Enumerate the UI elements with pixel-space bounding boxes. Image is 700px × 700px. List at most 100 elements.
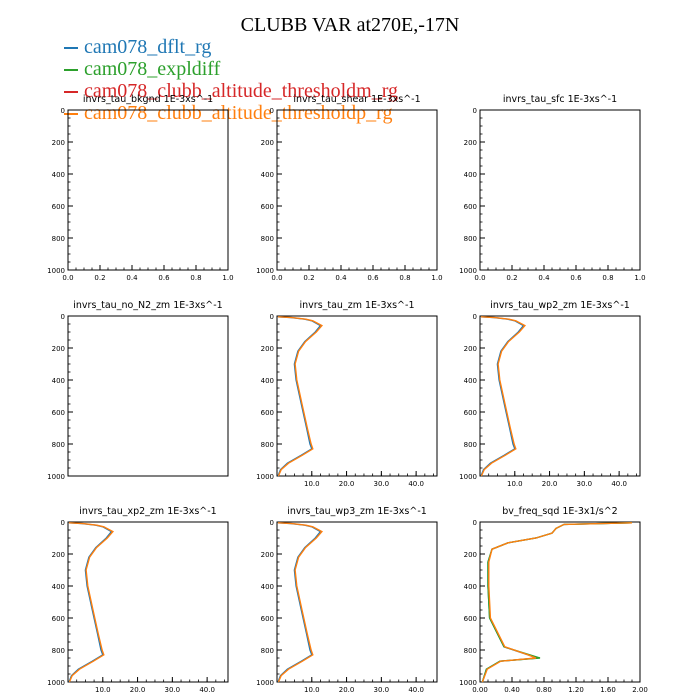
y-tick-label: 0 — [473, 107, 477, 115]
x-tick-label: 40.0 — [408, 480, 424, 488]
x-tick-label: 0.40 — [504, 686, 520, 694]
subplot-3: invrs_tau_sfc 1E-3xs^-1 0 200 400 600 800 1000… — [459, 94, 645, 282]
series-line — [68, 522, 115, 683]
y-tick-label: 600 — [261, 615, 274, 623]
legend-swatch — [64, 69, 78, 72]
legend-label: cam078_expldiff — [84, 58, 221, 80]
y-tick-label: 1000 — [459, 473, 477, 481]
subplot-title: invrs_tau_wp2_zm 1E-3xs^-1 — [490, 300, 630, 311]
y-tick-label: 0 — [473, 519, 477, 527]
y-tick-label: 1000 — [256, 679, 274, 687]
subplot-title: invrs_tau_shear 1E-3xs^-1 — [293, 94, 420, 105]
legend-entry: cam078_clubb_altitude_thresholdp_rg — [64, 102, 484, 124]
x-tick-label: 1.20 — [568, 686, 584, 694]
y-tick-label: 600 — [52, 409, 65, 417]
legend-label: cam078_clubb_altitude_thresholdm_rg — [84, 80, 399, 102]
x-tick-label: 0.6 — [367, 274, 379, 282]
x-tick-label: 0.00 — [472, 686, 488, 694]
subplot-title: invrs_tau_xp2_zm 1E-3xs^-1 — [79, 506, 216, 517]
subplot-title: invrs_tau_wp3_zm 1E-3xs^-1 — [287, 506, 427, 517]
series-line — [480, 316, 527, 477]
plot-frame — [67, 521, 229, 683]
plot-frame — [276, 109, 438, 271]
series-line — [481, 522, 633, 683]
legend-swatch — [64, 113, 78, 116]
y-tick-label: 1000 — [47, 473, 65, 481]
subplot-1: invrs_tau_bkgnd 1E-3xs^-1 0 200 400 600 800 10… — [47, 94, 233, 282]
y-tick-label: 200 — [261, 345, 274, 353]
x-tick-label: 30.0 — [374, 480, 390, 488]
y-tick-label: 800 — [464, 647, 477, 655]
subplot-title: invrs_tau_bkgnd 1E-3xs^-1 — [83, 94, 213, 105]
x-tick-label: 20.0 — [339, 686, 355, 694]
y-tick-label: 0 — [61, 107, 65, 115]
plot-frame — [67, 315, 229, 477]
y-tick-label: 0 — [473, 313, 477, 321]
subplot-7: invrs_tau_xp2_zm 1E-3xs^-1 0 200 400 600 800 1… — [47, 506, 229, 694]
y-tick-label: 200 — [464, 551, 477, 559]
y-tick-label: 600 — [52, 203, 65, 211]
figure-title: CLUBB VAR at270E,-17N — [240, 14, 460, 36]
y-tick-label: 800 — [261, 647, 274, 655]
y-tick-label: 600 — [52, 615, 65, 623]
x-tick-label: 0.80 — [536, 686, 552, 694]
y-tick-label: 0 — [270, 519, 274, 527]
series-line — [68, 522, 113, 683]
y-tick-label: 1000 — [459, 267, 477, 275]
plot-frame — [276, 315, 438, 477]
y-tick-label: 400 — [464, 583, 477, 591]
legend-label: cam078_clubb_altitude_thresholdp_rg — [84, 102, 393, 124]
y-tick-label: 0 — [61, 313, 65, 321]
y-tick-label: 800 — [52, 647, 65, 655]
subplot-title: invrs_tau_sfc 1E-3xs^-1 — [503, 94, 617, 105]
y-tick-label: 0 — [61, 519, 65, 527]
series-line — [480, 316, 525, 477]
x-tick-label: 0.0 — [62, 274, 73, 282]
x-tick-label: 0.0 — [474, 274, 485, 282]
y-tick-label: 200 — [261, 551, 274, 559]
y-tick-label: 600 — [261, 409, 274, 417]
x-tick-label: 0.2 — [506, 274, 517, 282]
y-tick-label: 400 — [261, 377, 274, 385]
plot-frame — [67, 109, 229, 271]
x-tick-label: 20.0 — [542, 480, 558, 488]
subplot-5: invrs_tau_zm 1E-3xs^-1 0 200 400 600 800 1000 1… — [256, 300, 438, 488]
legend-label: cam078_dflt_rg — [84, 36, 212, 58]
plot-frame — [479, 521, 641, 683]
y-tick-label: 600 — [464, 203, 477, 211]
y-tick-label: 400 — [52, 171, 65, 179]
x-tick-label: 10.0 — [304, 480, 320, 488]
x-tick-label: 1.0 — [634, 274, 645, 282]
y-tick-label: 800 — [52, 235, 65, 243]
legend-entry: cam078_dflt_rg — [64, 36, 484, 58]
y-tick-label: 400 — [464, 377, 477, 385]
series-line — [277, 522, 324, 683]
y-tick-label: 1000 — [256, 267, 274, 275]
y-tick-label: 400 — [261, 171, 274, 179]
x-tick-label: 10.0 — [507, 480, 523, 488]
x-tick-label: 0.4 — [538, 274, 550, 282]
series-line — [481, 522, 633, 683]
x-tick-label: 30.0 — [374, 686, 390, 694]
x-tick-label: 30.0 — [577, 480, 593, 488]
y-tick-label: 400 — [52, 583, 65, 591]
x-tick-label: 0.2 — [303, 274, 314, 282]
x-tick-label: 0.8 — [190, 274, 201, 282]
y-tick-label: 800 — [464, 235, 477, 243]
plot-frame — [276, 521, 438, 683]
subplot-9: bv_freq_sqd 1E-3x1/s^2020040060080010000… — [459, 506, 648, 694]
x-tick-label: 0.4 — [126, 274, 138, 282]
y-tick-label: 200 — [464, 139, 477, 147]
y-tick-label: 200 — [464, 345, 477, 353]
subplot-title: invrs_tau_no_N2_zm 1E-3xs^-1 — [73, 300, 222, 311]
series-line — [481, 522, 633, 683]
x-tick-label: 40.0 — [199, 686, 215, 694]
x-tick-label: 20.0 — [130, 686, 146, 694]
y-tick-label: 800 — [52, 441, 65, 449]
x-tick-label: 0.8 — [399, 274, 410, 282]
legend-swatch — [64, 47, 78, 50]
subplot-6: invrs_tau_wp2_zm 1E-3xs^-1 0 200 400 600 800 1… — [459, 300, 641, 488]
y-tick-label: 600 — [464, 615, 477, 623]
subplot-2: invrs_tau_shear 1E-3xs^-1 0 200 400 600 800 10… — [256, 94, 442, 282]
y-tick-label: 800 — [464, 441, 477, 449]
